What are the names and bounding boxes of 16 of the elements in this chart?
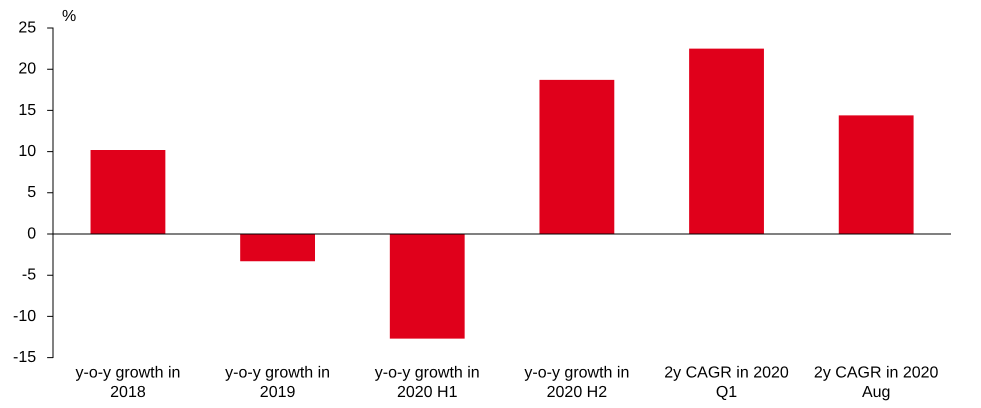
x-tick-label: 2y CAGR in 2020 Aug: [814, 364, 939, 401]
y-tick-label: 15: [18, 102, 36, 119]
y-tick-label: -5: [22, 266, 36, 284]
x-tick-label: y-o-y growth in 2019: [225, 364, 330, 401]
x-tick-label: 2y CAGR in 2020 Q1: [664, 364, 789, 401]
y-tick-label: 10: [18, 143, 36, 160]
y-tick-label: 20: [18, 60, 36, 78]
x-tick-label: y-o-y growth in 2020 H2: [524, 364, 630, 401]
y-tick-label: -15: [13, 349, 36, 366]
y-tick-label: 25: [18, 19, 36, 36]
y-tick-label: -10: [13, 308, 36, 325]
y-tick-label: 0: [27, 225, 36, 242]
x-tick-label: y-o-y growth in 2018: [75, 364, 180, 401]
y-axis-title: %: [62, 8, 76, 26]
x-tick-label: y-o-y growth in 2020 H1: [374, 364, 480, 401]
y-tick-label: 5: [27, 184, 36, 202]
